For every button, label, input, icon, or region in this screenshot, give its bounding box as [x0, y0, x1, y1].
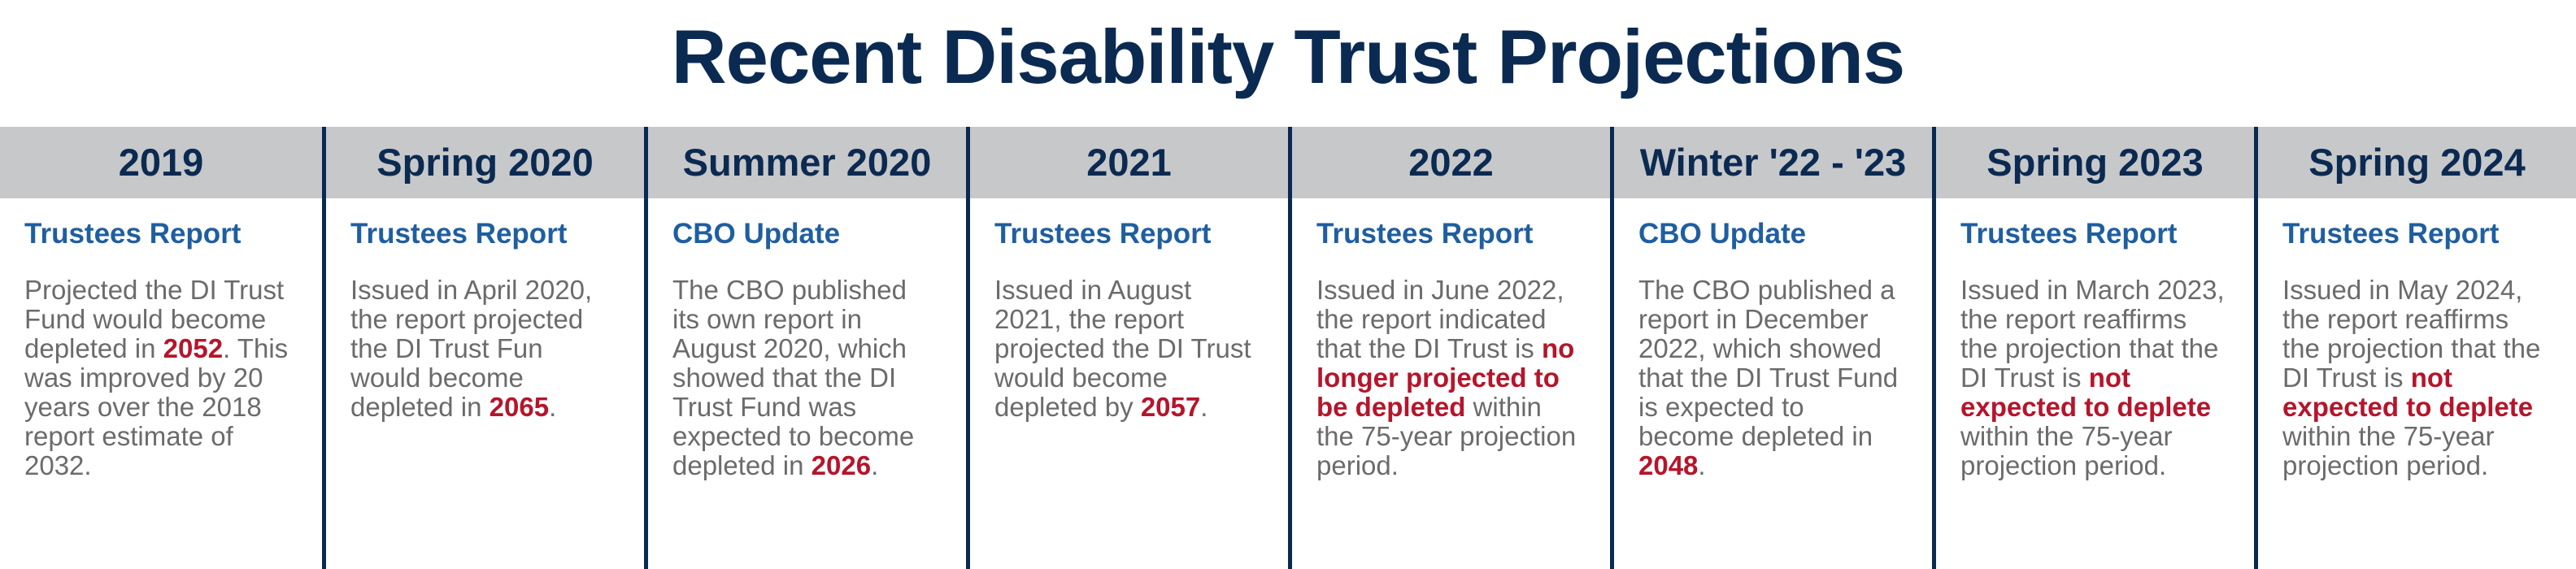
column-report-type: CBO Update [1638, 218, 1807, 250]
highlight-text: 2048 [1638, 450, 1699, 480]
column-year: Winter '22 - '23 [1639, 141, 1907, 184]
timeline-column-2021: 2021 Trustees Report Issued in August 20… [966, 127, 1288, 569]
column-report-type: Trustees Report [24, 218, 242, 250]
timeline-column-spring-2023: Spring 2023 Trustees Report Issued in Ma… [1932, 127, 2254, 569]
column-report-type: Trustees Report [2282, 218, 2500, 250]
highlight-text: 2057 [1140, 392, 1201, 422]
column-report-type: Trustees Report [994, 218, 1212, 250]
highlight-text: 2052 [163, 333, 224, 363]
column-report-type: Trustees Report [1316, 218, 1534, 250]
column-description: The CBO published its own report in Augu… [672, 275, 915, 480]
timeline-column-2022: 2022 Trustees Report Issued in June 2022… [1288, 127, 1610, 569]
timeline-column-winter-22-23: Winter '22 - '23 CBO Update The CBO publ… [1610, 127, 1932, 569]
column-description: The CBO published a report in December 2… [1638, 275, 1899, 480]
column-description: Issued in April 2020, the report project… [350, 275, 593, 422]
highlight-text: not expected to deplete [1960, 363, 2212, 422]
timeline-column-2019: 2019 Trustees Report Projected the DI Tr… [0, 127, 322, 569]
column-year: Summer 2020 [682, 141, 932, 184]
timeline-columns: 2019 Trustees Report Projected the DI Tr… [0, 127, 2576, 569]
highlight-text: not expected to deplete [2282, 363, 2534, 422]
column-year: 2021 [1086, 141, 1172, 184]
column-description: Issued in August 2021, the report projec… [994, 275, 1251, 422]
timeline-column-summer-2020: Summer 2020 CBO Update The CBO published… [644, 127, 966, 569]
timeline-column-spring-2024: Spring 2024 Trustees Report Issued in Ma… [2254, 127, 2576, 569]
column-year: Spring 2020 [376, 141, 594, 184]
column-description: Projected the DI Trust Fund would become… [24, 275, 289, 480]
highlight-text: no longer projected to be depleted [1316, 333, 1575, 422]
column-report-type: CBO Update [672, 218, 841, 250]
highlight-text: 2065 [489, 392, 550, 422]
column-description: Issued in June 2022, the report indicate… [1316, 275, 1577, 480]
column-year: 2022 [1408, 141, 1494, 184]
column-year: 2019 [118, 141, 204, 184]
page-title: Recent Disability Trust Projections [671, 14, 1905, 99]
column-description: Issued in May 2024, the report reaffirms… [2282, 275, 2541, 480]
column-report-type: Trustees Report [350, 218, 568, 250]
timeline-column-spring-2020: Spring 2020 Trustees Report Issued in Ap… [322, 127, 644, 569]
column-year: Spring 2024 [2308, 141, 2526, 184]
highlight-text: 2026 [811, 450, 872, 480]
column-year: Spring 2023 [1986, 141, 2204, 184]
column-description: Issued in March 2023, the report reaffir… [1960, 275, 2225, 480]
column-report-type: Trustees Report [1960, 218, 2178, 250]
